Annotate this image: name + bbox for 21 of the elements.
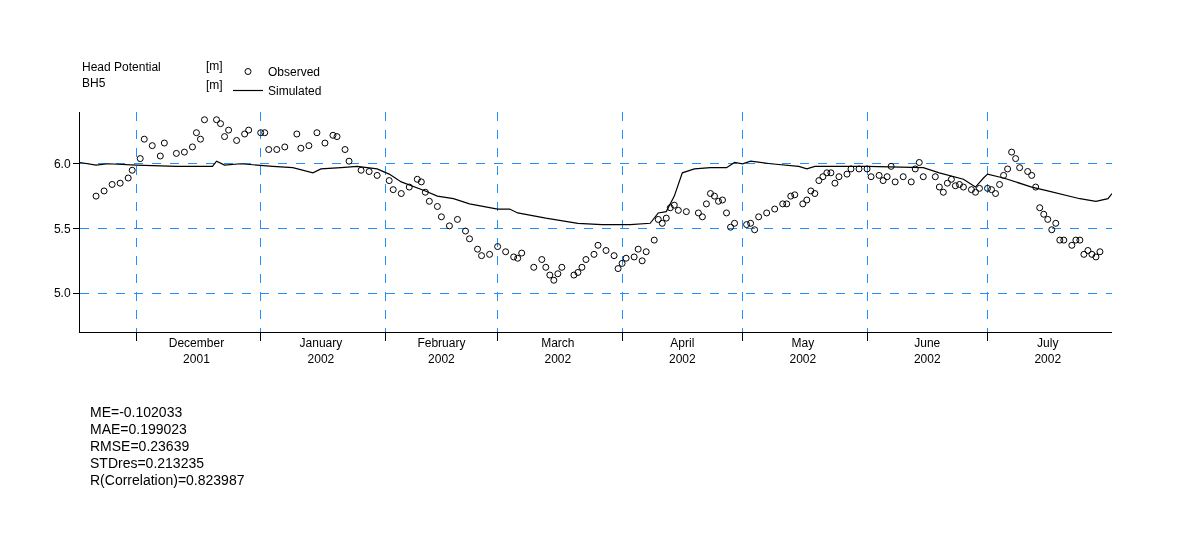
- text: MAE=0.199023: [90, 421, 188, 437]
- legend-label: Simulated: [268, 84, 322, 99]
- y-tick-label: 5.0: [53, 286, 71, 301]
- x-tick-label: June 2002: [913, 336, 941, 366]
- text: [m]: [206, 59, 223, 73]
- legend-title: Head Potential BH5: [82, 60, 161, 90]
- text: [m]: [206, 78, 223, 92]
- x-tick-label: April 2002: [668, 336, 696, 366]
- text: ME=-0.102033: [90, 404, 183, 420]
- x-tick-label: July 2002: [1034, 336, 1062, 366]
- text: R(Correlation)=0.823987: [90, 472, 245, 488]
- y-tick-label: 5.5: [53, 221, 71, 236]
- y-tick-label: 6.0: [53, 156, 71, 171]
- legend-label: Observed: [268, 65, 321, 80]
- text: STDres=0.213235: [90, 455, 205, 471]
- x-tick-label: May 2002: [789, 336, 817, 366]
- x-tick-label: March 2002: [541, 336, 575, 366]
- x-tick-label: January 2002: [299, 336, 343, 366]
- x-tick-label: February 2002: [417, 336, 466, 366]
- text: RMSE=0.23639: [90, 438, 190, 454]
- x-tick-label: December 2001: [168, 336, 225, 366]
